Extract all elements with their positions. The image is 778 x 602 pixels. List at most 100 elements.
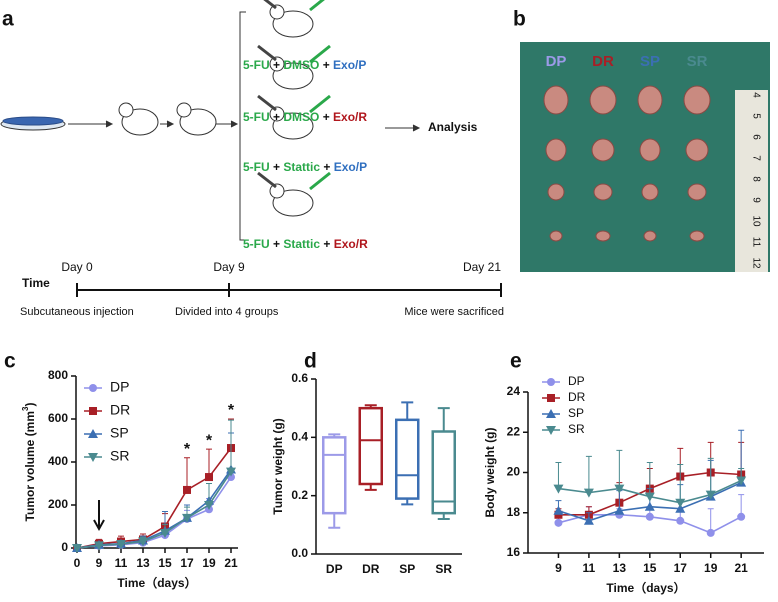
ruler-label: 10 [750, 215, 761, 227]
mouse-head [269, 4, 285, 20]
legend-label: DP [568, 374, 585, 388]
error-bar [555, 461, 562, 489]
treatment: 5-FU + Stattic + Exo/P [243, 160, 367, 174]
marker [645, 512, 654, 521]
y-tick-label: 600 [48, 411, 68, 425]
whisker [328, 433, 341, 529]
group-label: DP [546, 53, 567, 70]
legend-marker [88, 429, 98, 438]
y-axis-label: Tumor volume (mm3) [21, 403, 37, 522]
x-tick-label: 21 [734, 561, 748, 575]
mouse [272, 62, 314, 90]
marker [676, 516, 685, 525]
syringe [309, 0, 325, 12]
marker [644, 492, 655, 502]
x-tick-label: 0 [74, 556, 81, 570]
tumor [549, 230, 563, 242]
x-tick-label: DR [362, 562, 380, 576]
tumor [547, 183, 565, 201]
marker [182, 513, 192, 523]
x-tick-label: 19 [704, 561, 718, 575]
treatment: 5-FU + DMSO + Exo/R [243, 110, 367, 124]
event-label: Subcutaneous injection [20, 306, 134, 318]
treatment-part: + [270, 58, 284, 72]
legend-label: SP [568, 406, 584, 420]
annotation: * [184, 441, 191, 458]
treatment: 5-FU + DMSO + Exo/P [243, 58, 366, 72]
error-bar [677, 463, 684, 503]
treatment: 5-FU + Stattic + Exo/R [243, 237, 368, 251]
day-label: Day 9 [213, 260, 245, 274]
treatment-part: Exo/R [333, 110, 367, 124]
event-label: Divided into 4 groups [175, 306, 279, 318]
legend-marker [546, 409, 556, 418]
x-tick-label: 9 [96, 556, 103, 570]
y-tick-label: 0.4 [291, 430, 308, 444]
mouse [272, 112, 314, 140]
error-bar [707, 508, 714, 533]
marker [553, 484, 564, 494]
treatment-part: 5-FU [243, 160, 270, 174]
syringe [257, 94, 277, 112]
y-tick-label: 22 [507, 424, 521, 438]
error-bar [228, 419, 234, 472]
ruler-label: 12 [750, 257, 761, 269]
y-axis-label-sup: 3 [21, 406, 30, 411]
tumor [593, 183, 613, 201]
treatment-part: Stattic [283, 160, 320, 174]
ruler-label: 5 [750, 113, 761, 119]
marker [94, 541, 104, 551]
marker [554, 518, 563, 527]
x-tick-label: DP [326, 562, 343, 576]
syringe [309, 171, 331, 191]
mouse [272, 189, 314, 217]
tumor [687, 183, 707, 201]
treatment-part: Exo/R [334, 237, 368, 251]
legend-label: DR [568, 390, 586, 404]
legend-label: SR [568, 422, 585, 436]
analysis-label: Analysis [428, 120, 478, 134]
treatment-part: Exo/P [333, 58, 366, 72]
tumor [589, 85, 617, 115]
error-bar [206, 448, 212, 478]
syringe [263, 0, 277, 10]
tumor [591, 138, 615, 162]
marker [614, 505, 625, 515]
x-tick-label: 11 [115, 556, 128, 570]
time-label: Time [22, 276, 50, 290]
treatment-part: DMSO [283, 110, 319, 124]
tumors [543, 85, 711, 242]
x-tick-label: 21 [224, 556, 238, 570]
mouse-head [269, 106, 285, 122]
marker [675, 503, 686, 513]
treatment-part: + [320, 237, 334, 251]
treatment-part: Stattic [283, 237, 320, 251]
marker [583, 488, 594, 498]
group-label: SP [640, 53, 660, 70]
treatment-part: + [270, 160, 284, 174]
tumor [543, 85, 569, 115]
y-axis-label-part: ) [23, 403, 37, 407]
syringe [257, 171, 277, 189]
marker [705, 490, 716, 500]
y-tick-label: 24 [507, 384, 521, 398]
y-tick-label: 0 [61, 540, 68, 554]
legend-marker [89, 407, 97, 415]
annotation: * [206, 432, 213, 449]
tumor [689, 230, 705, 242]
box [322, 436, 347, 515]
tumor [639, 138, 661, 162]
syringe [257, 44, 277, 62]
ruler-label: 7 [750, 155, 761, 161]
marker [644, 501, 655, 511]
marker [183, 485, 191, 494]
mouse-head [269, 183, 285, 199]
y-tick-label: 0.2 [291, 488, 308, 502]
y-axis-label: Body weight (g) [483, 428, 497, 518]
y-axis-label-part: Tumor volume (mm [23, 411, 37, 521]
error-bar [616, 449, 623, 489]
box [431, 430, 456, 515]
ruler-label: 6 [750, 134, 761, 140]
treatment-part: + [320, 160, 334, 174]
